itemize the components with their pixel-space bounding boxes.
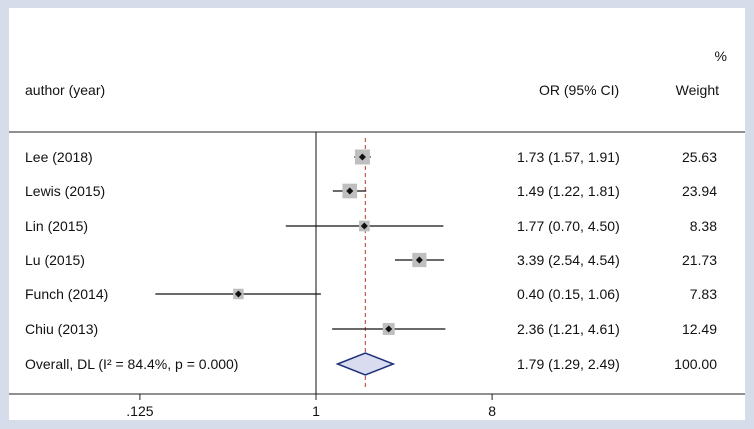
x-tick-label: 8	[488, 403, 496, 419]
study-label: Lu (2015)	[25, 252, 85, 268]
study-weight: 25.63	[681, 149, 717, 165]
study-weight: 12.49	[681, 321, 717, 337]
x-tick-label: .125	[126, 403, 153, 419]
overall-weight: 100.00	[674, 356, 717, 372]
point-estimate	[234, 290, 242, 298]
study-or-ci: 3.39 (2.54, 4.54)	[517, 252, 620, 268]
overall-or-ci: 1.79 (1.29, 2.49)	[517, 356, 620, 372]
study-weight: 7.83	[689, 286, 717, 302]
point-estimate	[415, 256, 423, 264]
point-estimate	[358, 153, 366, 161]
or-column-header: OR (95% CI)	[539, 82, 620, 98]
point-estimate	[385, 325, 393, 333]
study-or-ci: 0.40 (0.15, 1.06)	[517, 286, 620, 302]
study-weight: 8.38	[689, 218, 717, 234]
study-or-ci: 1.77 (0.70, 4.50)	[517, 218, 620, 234]
author-column-header: author (year)	[25, 82, 106, 98]
weight-percent-header: %	[714, 48, 727, 64]
study-label: Lin (2015)	[25, 218, 89, 234]
study-or-ci: 2.36 (1.21, 4.61)	[517, 321, 620, 337]
weight-column-header: Weight	[675, 82, 719, 98]
study-or-ci: 1.73 (1.57, 1.91)	[517, 149, 620, 165]
study-label: Funch (2014)	[25, 286, 109, 302]
study-label: Chiu (2013)	[25, 321, 99, 337]
overall-diamond	[335, 352, 396, 376]
x-tick-label: 1	[312, 403, 320, 419]
study-or-ci: 1.49 (1.22, 1.81)	[517, 183, 620, 199]
study-label: Lewis (2015)	[25, 183, 106, 199]
study-label: Lee (2018)	[25, 149, 93, 165]
study-weight: 23.94	[681, 183, 717, 199]
point-estimate	[360, 222, 368, 230]
study-weight: 21.73	[681, 252, 717, 268]
forest-plot: .125 1 8 % author (year) OR (95% CI) Weigh…	[9, 8, 745, 420]
point-estimate	[346, 187, 354, 195]
forest-plot-canvas: .125 1 8	[9, 131, 745, 419]
overall-label: Overall, DL (I² = 84.4%, p = 0.000)	[25, 356, 239, 372]
